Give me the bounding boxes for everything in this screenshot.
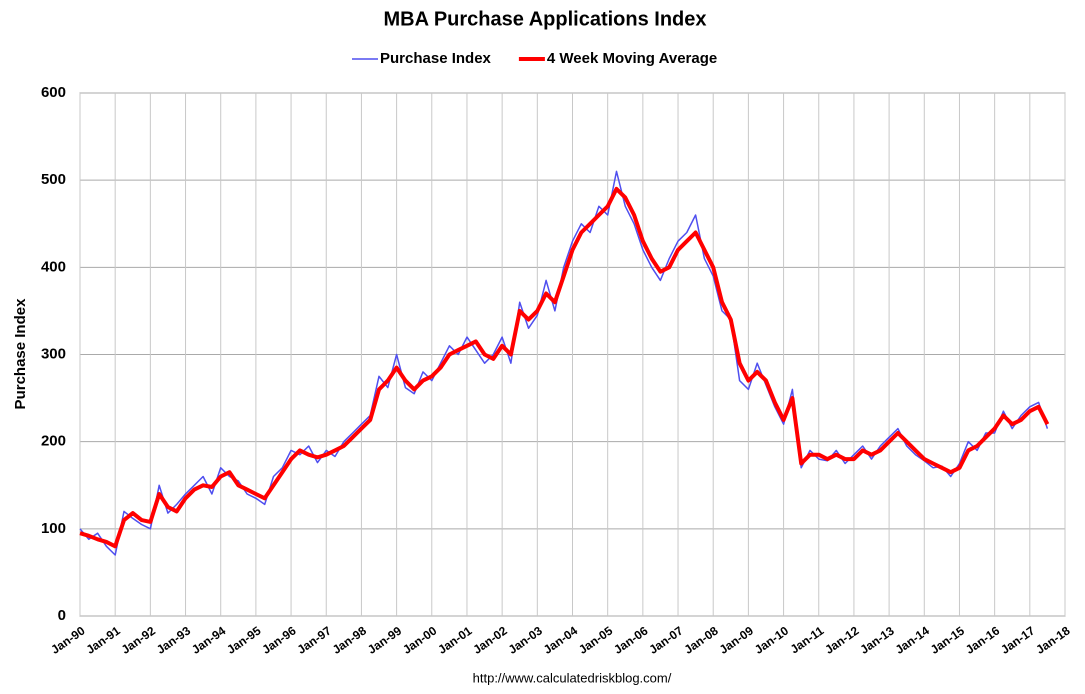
x-tick-label: Jan-02 xyxy=(470,623,509,656)
x-tick-label: Jan-91 xyxy=(84,623,123,656)
x-tick-label: Jan-10 xyxy=(752,623,791,656)
x-tick-label: Jan-16 xyxy=(963,623,1002,656)
y-tick-label: 600 xyxy=(41,84,66,101)
x-tick-label: Jan-15 xyxy=(928,623,967,656)
x-tick-label: Jan-00 xyxy=(400,623,439,656)
x-tick-label: Jan-14 xyxy=(893,623,932,656)
source: http://www.calculatedriskblog.com/ xyxy=(473,670,672,685)
x-tick-label: Jan-11 xyxy=(788,623,827,656)
y-tick-label: 500 xyxy=(41,171,66,188)
data-line xyxy=(79,186,1050,549)
x-tick-label: Jan-90 xyxy=(48,623,87,656)
data-line xyxy=(79,170,1049,556)
x-tick-label: Jan-08 xyxy=(682,623,721,656)
x-tick-label: Jan-93 xyxy=(154,623,193,656)
y-tick-label: 0 xyxy=(58,607,66,624)
x-tick-label: Jan-01 xyxy=(435,623,474,656)
legend-label: Purchase Index xyxy=(380,50,492,67)
x-tick-label: Jan-12 xyxy=(822,623,861,656)
x-tick-label: Jan-99 xyxy=(365,623,404,656)
x-tick-label: Jan-97 xyxy=(295,623,334,656)
x-tick-label: Jan-04 xyxy=(541,623,580,656)
chart-title: MBA Purchase Applications Index xyxy=(383,8,706,30)
x-tick-label: Jan-07 xyxy=(646,623,685,656)
x-tick-label: Jan-13 xyxy=(857,623,896,656)
x-tick-label: Jan-94 xyxy=(189,623,228,656)
x-tick-label: Jan-05 xyxy=(576,623,615,656)
x-tick-label: Jan-18 xyxy=(1033,623,1072,656)
x-tick-label: Jan-96 xyxy=(259,623,298,656)
x-tick-label: Jan-17 xyxy=(998,623,1037,656)
x-tick-label: Jan-06 xyxy=(611,623,650,656)
x-tick-label: Jan-98 xyxy=(330,623,369,656)
y-tick-label: 400 xyxy=(41,258,66,275)
x-tick-label: Jan-09 xyxy=(717,623,756,656)
y-tick-label: 200 xyxy=(41,433,66,450)
y-tick-label: 300 xyxy=(41,345,66,362)
legend-label: 4 Week Moving Average xyxy=(547,50,717,67)
y-axis-label: Purchase Index xyxy=(12,298,29,410)
x-tick-label: Jan-92 xyxy=(119,623,158,656)
x-tick-label: Jan-03 xyxy=(506,623,545,656)
x-tick-label: Jan-95 xyxy=(224,623,263,656)
y-tick-label: 100 xyxy=(41,520,66,537)
